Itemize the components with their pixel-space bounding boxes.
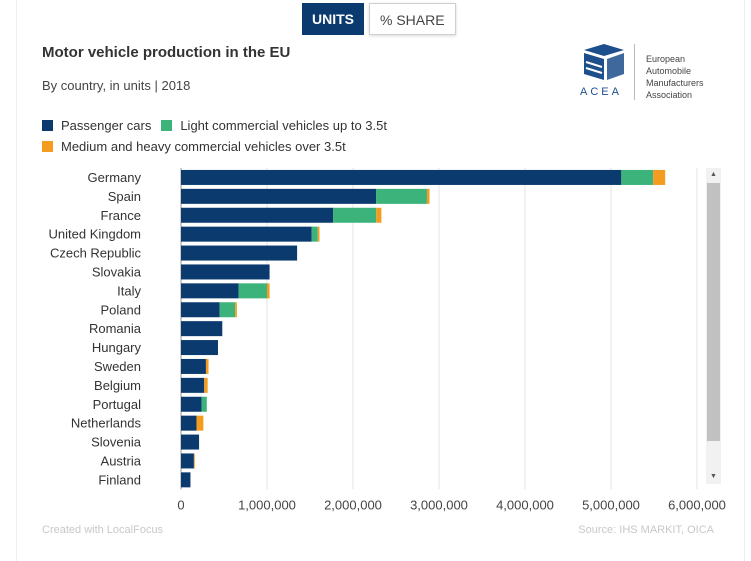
bar-segment — [181, 472, 191, 488]
legend-swatch — [161, 120, 173, 131]
category-label: Slovakia — [92, 264, 142, 279]
category-label: Poland — [101, 302, 141, 317]
bar-segment — [238, 283, 267, 299]
bar-segment — [181, 358, 206, 374]
bar-segment — [181, 302, 220, 318]
category-label: Slovenia — [91, 435, 142, 450]
chart-subtitle: By country, in units | 2018 — [42, 78, 191, 93]
bar-segment — [333, 207, 377, 223]
category-label: Netherlands — [71, 416, 142, 431]
bar-segment — [181, 264, 270, 280]
acea-wordmark: ACEA — [580, 86, 622, 98]
category-label: Finland — [98, 472, 141, 487]
bar-segment — [181, 453, 194, 469]
category-label: Sweden — [94, 359, 141, 374]
legend-label: Passenger cars — [61, 118, 152, 133]
acea-full-name: European Automobile Manufacturers Associ… — [646, 53, 704, 101]
chart-scrollbar[interactable]: ▲ ▼ — [706, 168, 721, 484]
bar-segment — [196, 415, 204, 431]
view-toggle: UNITS % SHARE — [302, 3, 456, 35]
bar-segment — [181, 245, 298, 261]
bar-segment — [181, 321, 223, 337]
bar-segment — [317, 226, 320, 242]
logo-line: Manufacturers — [646, 78, 704, 88]
category-label: France — [101, 208, 141, 223]
bar-segment — [219, 302, 236, 318]
category-label: Spain — [108, 189, 141, 204]
x-tick-label: 2,000,000 — [324, 497, 382, 512]
bar-segment — [267, 283, 270, 299]
bar-segment — [311, 226, 318, 242]
acea-logo: ACEA European Automobile Manufacturers A… — [576, 42, 736, 104]
bar-segment — [653, 169, 666, 185]
bar-segment — [181, 340, 218, 356]
category-label: United Kingdom — [49, 227, 142, 242]
bar-segment — [193, 453, 195, 469]
bar-segment — [181, 396, 202, 412]
bar-segment — [205, 358, 209, 374]
bar-segment — [426, 188, 430, 204]
bar-segment — [181, 283, 239, 299]
category-label: Austria — [101, 453, 142, 468]
x-tick-label: 0 — [177, 497, 184, 512]
logo-divider — [634, 44, 635, 100]
category-label: Germany — [88, 170, 142, 185]
legend-swatch — [42, 141, 53, 152]
bar-segment — [181, 169, 622, 185]
category-label: Hungary — [92, 340, 142, 355]
bar-segment — [235, 302, 237, 318]
category-label: Belgium — [94, 378, 141, 393]
x-tick-label: 1,000,000 — [238, 497, 296, 512]
bar-segment — [181, 226, 312, 242]
logo-line: Association — [646, 90, 693, 100]
legend-item-passenger[interactable]: Passenger cars — [42, 118, 151, 133]
bar-segment — [201, 396, 207, 412]
logo-line: Automobile — [646, 66, 692, 76]
bar-segment — [181, 207, 334, 223]
legend-item-lcv[interactable]: Light commercial vehicles up to 3.5t — [161, 118, 387, 133]
acea-logo-icon — [584, 44, 624, 80]
credit-text: Created with LocalFocus — [42, 524, 164, 536]
units-tab[interactable]: UNITS — [302, 3, 364, 35]
scroll-thumb[interactable] — [707, 183, 720, 441]
bar-segment — [376, 207, 382, 223]
bar-segment — [181, 188, 377, 204]
bar-segment — [181, 377, 205, 393]
category-label: Italy — [117, 283, 141, 298]
x-tick-label: 5,000,000 — [582, 497, 640, 512]
bar-segment — [181, 415, 197, 431]
scroll-up-icon[interactable]: ▲ — [710, 171, 717, 178]
category-label: Portugal — [93, 397, 142, 412]
category-label: Romania — [89, 321, 142, 336]
scroll-down-icon[interactable]: ▼ — [710, 473, 717, 480]
legend-swatch — [42, 120, 53, 131]
bar-segment — [376, 188, 427, 204]
x-tick-label: 4,000,000 — [496, 497, 554, 512]
chart-legend: Passenger cars Light commercial vehicles… — [42, 115, 482, 157]
legend-label: Light commercial vehicles up to 3.5t — [180, 118, 387, 133]
chart-frame — [16, 0, 745, 561]
logo-line: European — [646, 54, 686, 64]
bar-segment — [204, 377, 208, 393]
category-label: Czech Republic — [50, 246, 142, 261]
bar-segment — [181, 434, 200, 450]
bar-segment — [621, 169, 654, 185]
legend-label: Medium and heavy commercial vehicles ove… — [61, 139, 346, 154]
share-tab[interactable]: % SHARE — [369, 3, 456, 35]
legend-item-heavy[interactable]: Medium and heavy commercial vehicles ove… — [42, 139, 346, 154]
x-tick-label: 6,000,000 — [668, 497, 726, 512]
x-tick-label: 3,000,000 — [410, 497, 468, 512]
chart-title: Motor vehicle production in the EU — [42, 44, 291, 61]
source-text: Source: IHS MARKIT, OICA — [578, 524, 714, 536]
